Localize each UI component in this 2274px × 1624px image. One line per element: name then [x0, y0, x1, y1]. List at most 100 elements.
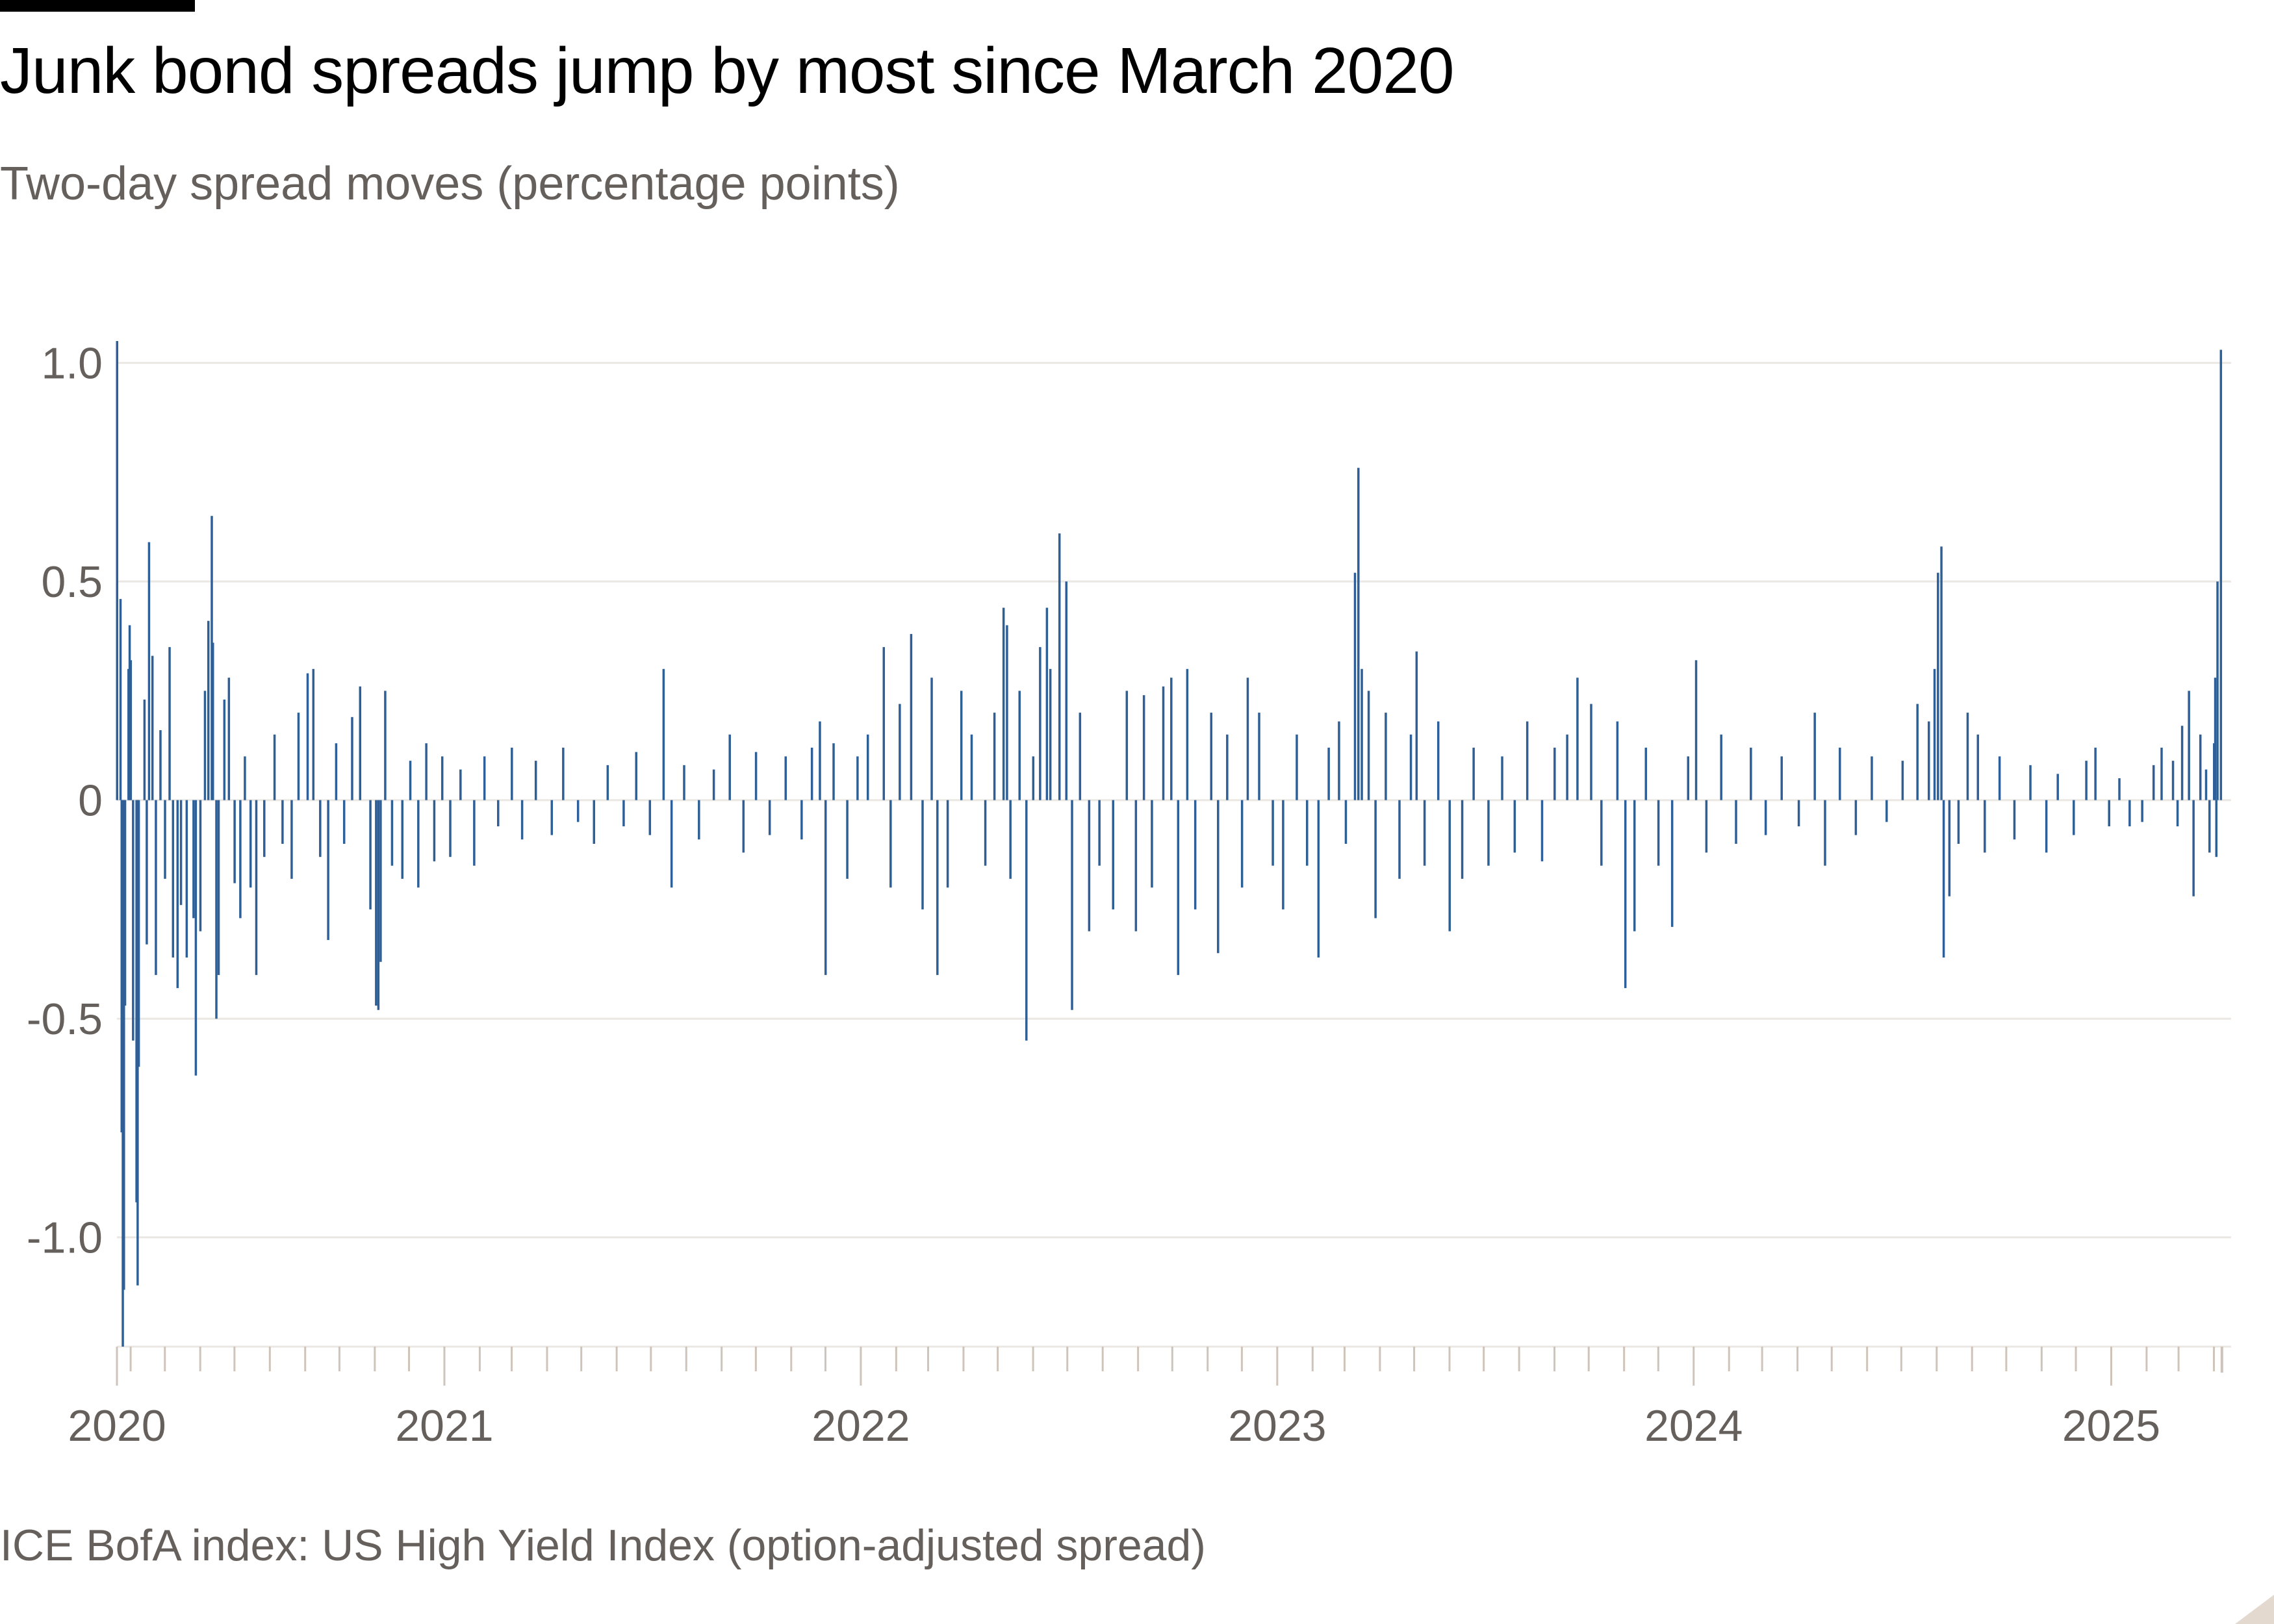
bar: [1813, 713, 1816, 800]
bar: [1353, 572, 1357, 800]
bar: [1644, 747, 1648, 800]
bar: [1338, 721, 1340, 800]
bar: [1916, 704, 1919, 800]
bar: [146, 800, 148, 945]
bar: [768, 800, 771, 835]
bar: [2094, 747, 2097, 800]
bar: [1385, 713, 1387, 800]
bar: [433, 800, 436, 861]
bar: [116, 341, 118, 800]
bar: [2199, 734, 2202, 800]
bar: [263, 800, 266, 857]
bar: [882, 647, 886, 800]
bar: [2188, 691, 2190, 800]
bar: [2176, 800, 2179, 827]
bar: [648, 800, 652, 835]
bar: [119, 599, 122, 800]
bar: [1633, 800, 1636, 932]
bar: [1780, 756, 1783, 800]
bar: [312, 668, 315, 800]
bar: [244, 756, 246, 800]
bar: [576, 800, 580, 822]
bar: [359, 686, 362, 800]
bar: [534, 761, 537, 800]
bar: [1942, 800, 1945, 958]
bar: [1246, 678, 1249, 800]
bar: [1940, 546, 1943, 800]
bar: [497, 800, 500, 827]
y-tick-label: -0.5: [27, 995, 103, 1044]
bar: [281, 800, 284, 844]
bar: [1472, 747, 1475, 800]
bar: [297, 713, 300, 800]
bar: [2118, 778, 2121, 800]
bar: [123, 800, 125, 1290]
bar: [1501, 756, 1503, 800]
chart-subtitle: Two-day spread moves (percentage points): [0, 158, 900, 210]
bar: [128, 625, 131, 800]
bars: [116, 341, 2223, 1347]
bar: [1079, 713, 1082, 800]
bar: [1361, 668, 1363, 800]
bar: [1002, 607, 1005, 800]
bar: [1006, 625, 1008, 800]
x-tick-label: 2024: [1644, 1401, 1743, 1451]
bar: [899, 704, 901, 800]
bar: [1025, 800, 1028, 1041]
bar: [379, 800, 382, 962]
bar: [1616, 721, 1619, 800]
bar: [425, 743, 428, 800]
bar: [123, 800, 127, 1006]
bar: [712, 769, 715, 800]
bar: [1142, 695, 1145, 800]
bar: [176, 800, 179, 989]
bar: [409, 761, 412, 800]
bar: [930, 678, 933, 800]
bar: [207, 620, 210, 800]
bar: [1957, 800, 1960, 844]
bar: [1540, 800, 1544, 861]
bar: [377, 800, 380, 1010]
bar: [1217, 800, 1220, 954]
bar: [670, 800, 673, 888]
bar: [459, 769, 462, 800]
bar: [417, 800, 420, 888]
bar: [683, 765, 685, 800]
bar: [121, 800, 124, 1347]
bar: [401, 800, 403, 879]
bar: [1600, 800, 1603, 866]
bar: [1296, 734, 1298, 800]
bar: [273, 734, 276, 800]
bar: [199, 800, 202, 932]
bar: [1553, 747, 1556, 800]
bar: [1151, 800, 1153, 888]
bar: [164, 800, 166, 879]
bar: [1984, 800, 1986, 853]
bar: [754, 752, 758, 800]
bar: [1071, 800, 1073, 1010]
corner-decoration: [2235, 1595, 2274, 1624]
bar: [127, 668, 130, 800]
bar: [441, 756, 444, 800]
bar: [562, 747, 565, 800]
bar: [819, 721, 821, 800]
bar: [846, 800, 849, 879]
bar: [1065, 581, 1067, 800]
bar: [212, 642, 214, 800]
bar: [2073, 800, 2075, 835]
bar: [1624, 800, 1627, 989]
bar-chart: 1.0 0.5 0 -0.5 -1.0 2020 2021 2022 2023 2024 2025: [27, 339, 2231, 1451]
bar: [1134, 800, 1138, 932]
bar: [970, 734, 973, 800]
bar: [1566, 734, 1568, 800]
bar: [449, 800, 452, 857]
bar: [2160, 747, 2163, 800]
bar: [335, 743, 338, 800]
bar: [1998, 756, 2001, 800]
bar: [1327, 747, 1330, 800]
bar: [1720, 734, 1722, 800]
bar: [1344, 800, 1348, 844]
bar: [172, 800, 175, 958]
bar: [1357, 468, 1360, 800]
bar: [319, 800, 322, 857]
